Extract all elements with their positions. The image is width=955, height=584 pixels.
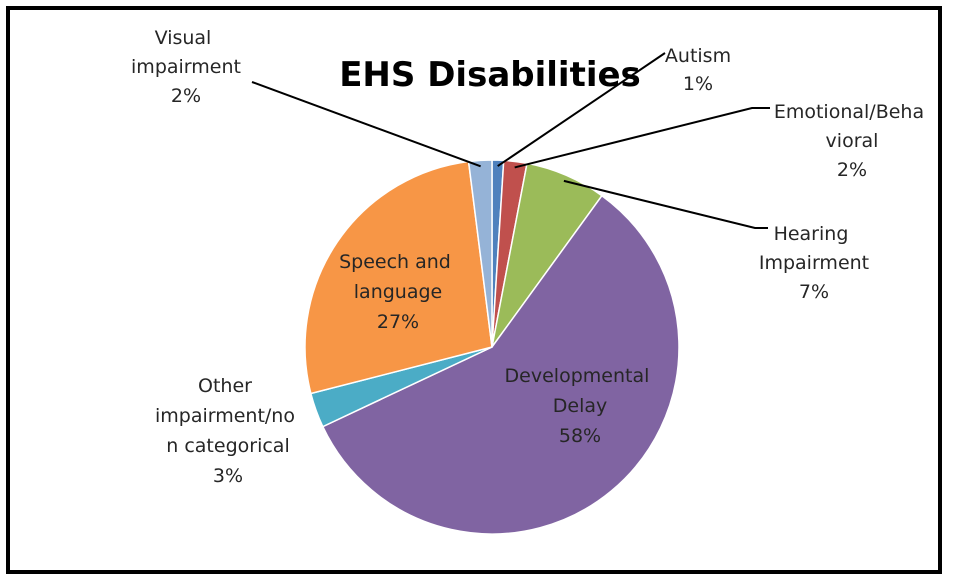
slice-label-hearing: Hearing Impairment: [759, 223, 869, 274]
pie-slice-speech: [304, 160, 493, 395]
slice-percent-hearing: 7%: [799, 281, 829, 303]
slice-label-speech: Speech and language: [339, 251, 457, 303]
slice-label-visual: Visual impairment: [131, 27, 241, 78]
slice-label-autism: Autism: [665, 45, 731, 67]
leader-line-emotional: [514, 107, 770, 169]
slice-label-visual-line1: Visual: [155, 27, 212, 49]
slice-label-speech-line1: Speech and: [339, 251, 451, 273]
slice-label-emotional-line2: vioral: [826, 130, 879, 152]
pie-slice-developmental: [321, 194, 680, 535]
slice-percent-speech: 27%: [377, 311, 419, 333]
slice-percent-autism: 1%: [683, 73, 713, 95]
slice-label-emotional: Emotional/Beha vioral: [774, 101, 930, 152]
leader-line-hearing: [563, 179, 768, 229]
slice-label-emotional-line1: Emotional/Beha: [774, 101, 924, 123]
chart-frame: EHS Disabilities Autism 1% Emotional/Beh…: [6, 6, 942, 574]
slice-label-developmental-line2: Delay: [553, 395, 608, 417]
slice-label-visual-line2: impairment: [131, 56, 241, 78]
leader-lines: [251, 52, 770, 229]
slice-label-other-line2: impairment/no: [155, 405, 295, 427]
slice-percent-emotional: 2%: [837, 159, 867, 181]
slice-percent-other: 3%: [213, 465, 243, 487]
pie-slices: [304, 159, 680, 535]
slice-percent-developmental: 58%: [559, 425, 601, 447]
slice-label-developmental: Developmental Delay: [505, 365, 656, 417]
leader-line-visual: [251, 81, 481, 168]
chart-title: EHS Disabilities: [339, 55, 641, 95]
pie-chart: EHS Disabilities Autism 1% Emotional/Beh…: [131, 27, 930, 535]
slice-label-other-line1: Other: [198, 375, 252, 397]
slice-label-other-line3: n categorical: [166, 435, 289, 457]
slice-label-hearing-line2: Impairment: [759, 252, 869, 274]
leader-line-autism: [497, 52, 666, 167]
slice-label-other: Other impairment/no n categorical: [155, 375, 301, 457]
slice-label-hearing-line1: Hearing: [774, 223, 849, 245]
slice-label-developmental-line1: Developmental: [505, 365, 650, 387]
slice-label-speech-line2: language: [354, 281, 442, 303]
slice-percent-visual: 2%: [171, 85, 201, 107]
